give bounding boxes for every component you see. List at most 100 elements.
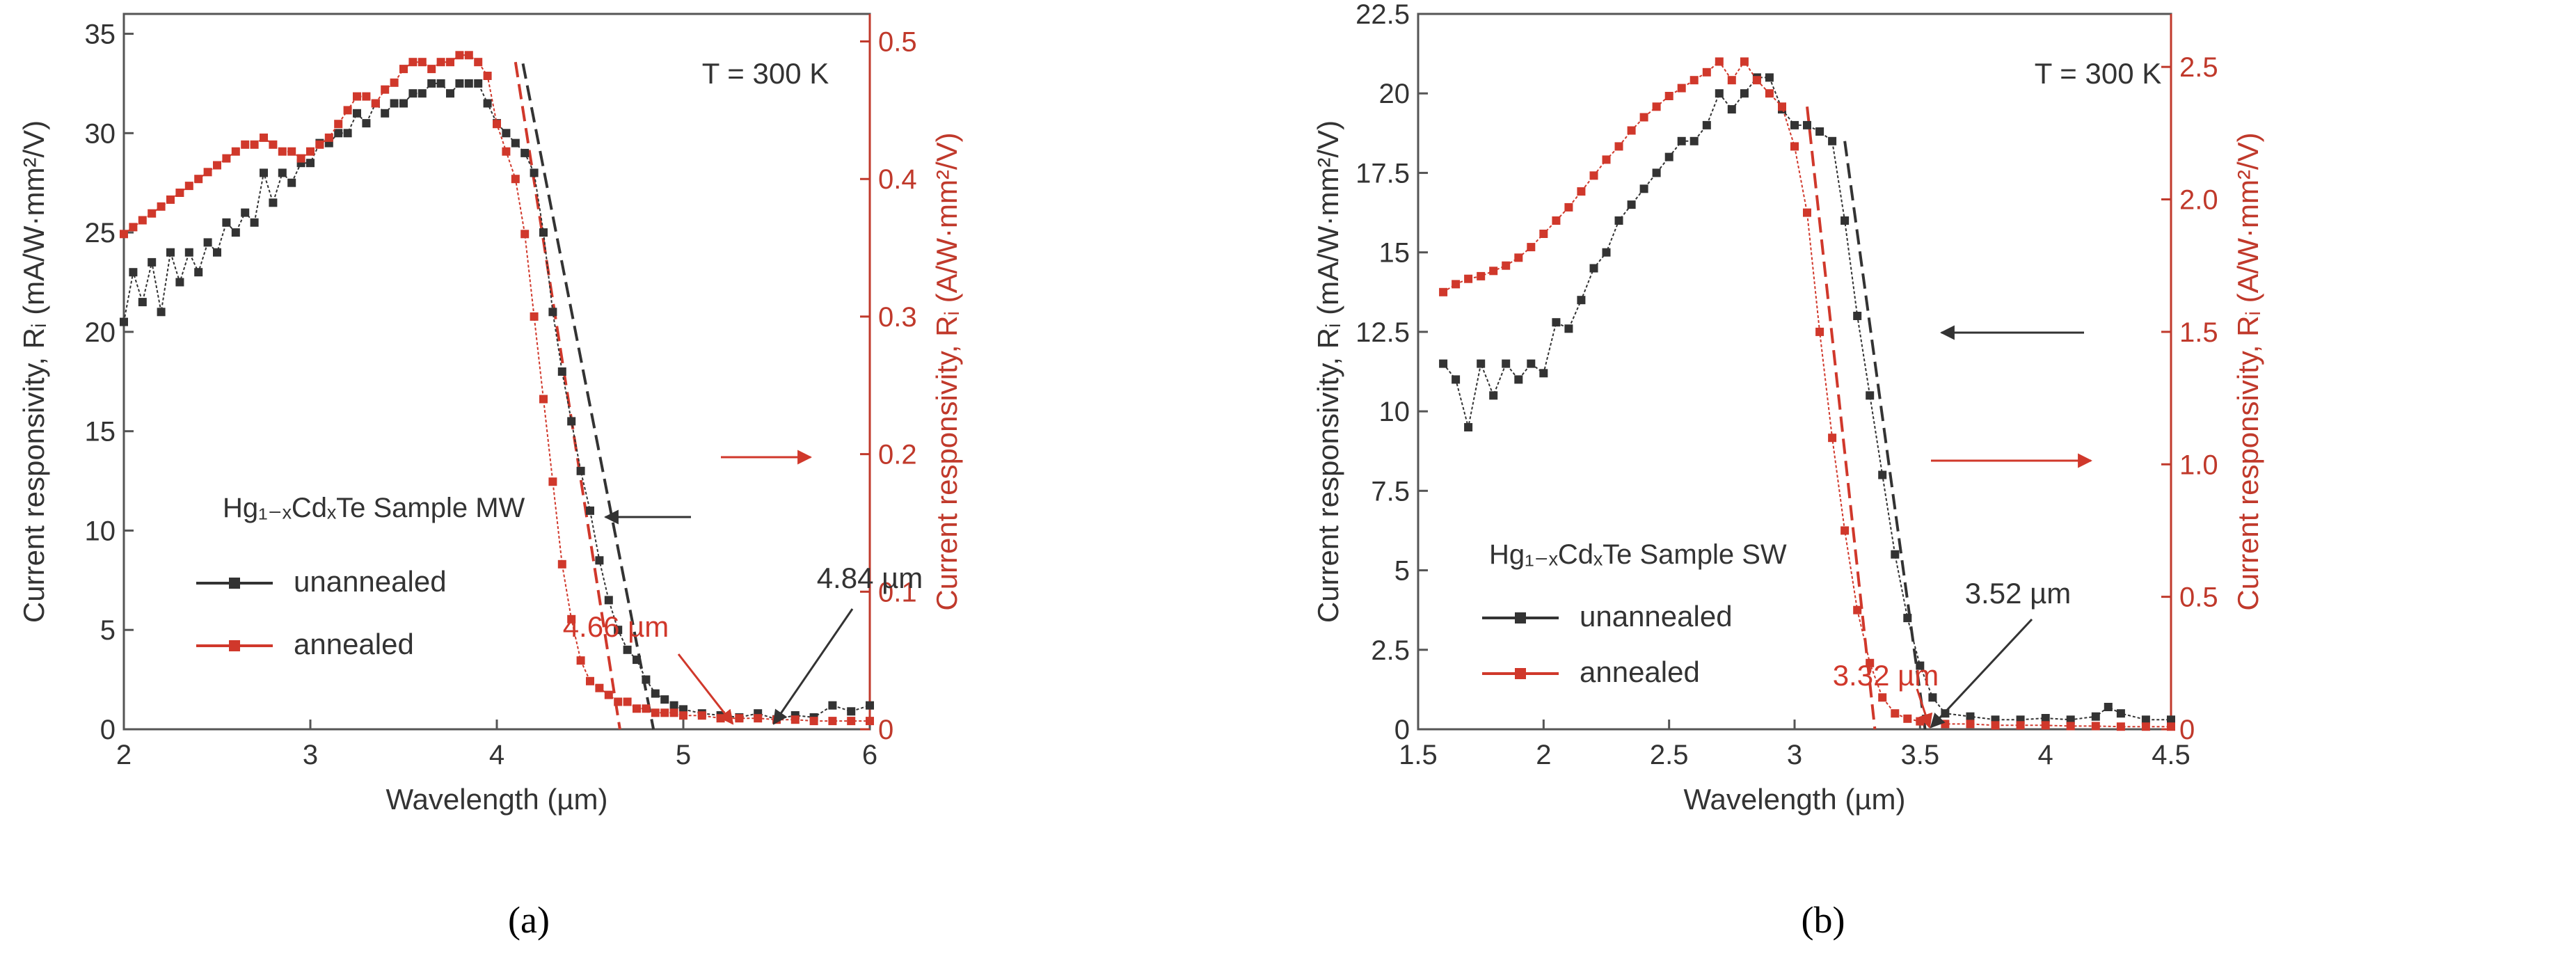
data-point-annealed: [1677, 84, 1686, 93]
data-point-annealed: [362, 92, 371, 101]
data-point-unannealed: [1439, 359, 1448, 368]
data-point-annealed: [576, 656, 585, 665]
x-axis-label: Wavelength (µm): [1683, 783, 1905, 816]
data-point-annealed: [539, 395, 548, 404]
data-point-unannealed: [1689, 136, 1699, 145]
data-point-annealed: [716, 714, 725, 723]
data-point-annealed: [604, 690, 613, 699]
data-point-unannealed: [231, 228, 240, 237]
data-point-annealed: [1991, 721, 2000, 730]
data-point-unannealed: [474, 79, 483, 88]
data-point-unannealed: [1853, 312, 1862, 320]
y-right-tick-label: 0: [878, 715, 893, 745]
data-point-annealed: [343, 106, 352, 115]
legend-title: Hg₁₋ₓCdₓTe Sample SW: [1489, 539, 1787, 570]
data-point-unannealed: [446, 89, 454, 98]
data-point-annealed: [2141, 722, 2150, 731]
data-point-unannealed: [353, 109, 361, 118]
data-point-annealed: [203, 168, 212, 177]
y-left-tick-label: 15: [85, 417, 116, 447]
data-point-annealed: [1727, 76, 1736, 85]
data-point-unannealed: [157, 308, 166, 317]
y-left-tick-label: 10: [1379, 397, 1410, 427]
data-point-annealed: [735, 714, 744, 723]
legend: Hg₁₋ₓCdₓTe Sample MW unannealed annealed: [196, 493, 525, 660]
legend-marker-annealed: [1515, 668, 1526, 679]
data-point-annealed: [399, 65, 408, 74]
data-point-unannealed: [1727, 105, 1736, 114]
data-point-annealed: [1664, 92, 1673, 100]
data-point-unannealed: [1928, 693, 1937, 702]
data-point-unannealed: [260, 168, 268, 177]
data-point-annealed: [436, 58, 445, 67]
data-point-unannealed: [213, 248, 221, 257]
data-point-unannealed: [138, 298, 147, 307]
data-point-annealed: [1891, 709, 1900, 718]
data-point-annealed: [418, 58, 427, 67]
data-point-annealed: [1853, 605, 1862, 614]
data-point-unannealed: [427, 79, 436, 88]
data-point-annealed: [324, 133, 333, 142]
data-point-annealed: [754, 714, 763, 723]
data-point-annealed: [231, 147, 240, 156]
y-left-tick-label: 25: [85, 218, 116, 248]
data-point-unannealed: [1677, 136, 1686, 145]
data-point-annealed: [1941, 720, 1950, 729]
data-point-annealed: [148, 209, 157, 218]
data-point-unannealed: [1966, 712, 1975, 721]
y-left-tick-label: 35: [85, 19, 116, 50]
x-tick-label: 4.5: [2152, 740, 2191, 770]
data-point-annealed: [493, 120, 501, 129]
data-point-annealed: [614, 697, 623, 706]
data-point-unannealed: [557, 367, 566, 376]
data-point-annealed: [1828, 434, 1837, 443]
data-point-annealed: [1639, 113, 1648, 122]
cutoff-arrow-black: [1930, 618, 2033, 729]
data-point-annealed: [2116, 722, 2125, 731]
y-right-tick-label: 0.2: [878, 440, 917, 470]
x-tick-label: 3: [303, 740, 318, 770]
data-point-unannealed: [2116, 709, 2125, 718]
y-right-tick-label: 2.5: [2179, 52, 2218, 83]
data-point-annealed: [1627, 126, 1636, 135]
data-point-unannealed: [1765, 73, 1774, 82]
data-point-annealed: [1527, 243, 1536, 252]
y-left-tick-label: 30: [85, 118, 116, 149]
data-point-annealed: [120, 230, 128, 239]
data-point-unannealed: [120, 317, 128, 326]
data-point-unannealed: [175, 278, 184, 287]
data-point-annealed: [1916, 717, 1925, 726]
data-point-annealed: [679, 711, 687, 720]
data-point-annealed: [511, 175, 520, 184]
data-point-unannealed: [399, 99, 408, 108]
series-annealed: [1439, 57, 2175, 731]
data-point-unannealed: [1815, 127, 1824, 136]
data-point-unannealed: [241, 208, 250, 217]
y-left-tick-label: 22.5: [1355, 0, 1410, 30]
legend-label-annealed: annealed: [1580, 656, 1700, 688]
data-point-annealed: [1539, 230, 1548, 238]
data-point-annealed: [446, 58, 454, 67]
data-point-unannealed: [408, 89, 418, 98]
data-point-annealed: [1502, 261, 1511, 270]
data-point-unannealed: [464, 79, 473, 88]
y-right-tick-label: 0.4: [878, 164, 917, 195]
data-point-unannealed: [669, 701, 678, 710]
data-point-annealed: [2066, 722, 2075, 731]
data-point-unannealed: [1502, 359, 1511, 368]
series-line-unannealed: [1442, 77, 2171, 721]
data-point-annealed: [213, 161, 221, 170]
data-point-unannealed: [1664, 152, 1673, 161]
data-point-unannealed: [343, 129, 352, 138]
panel-label-b: (b): [1802, 899, 1845, 941]
data-point-unannealed: [2167, 715, 2175, 724]
y-left-tick-label: 5: [100, 615, 116, 646]
data-point-unannealed: [614, 626, 623, 635]
data-point-annealed: [1602, 155, 1611, 164]
data-point-annealed: [296, 154, 305, 163]
data-point-unannealed: [2041, 714, 2050, 722]
data-point-unannealed: [1514, 375, 1523, 384]
data-point-annealed: [334, 120, 343, 129]
data-point-annealed: [306, 147, 315, 156]
data-point-unannealed: [1740, 89, 1749, 98]
